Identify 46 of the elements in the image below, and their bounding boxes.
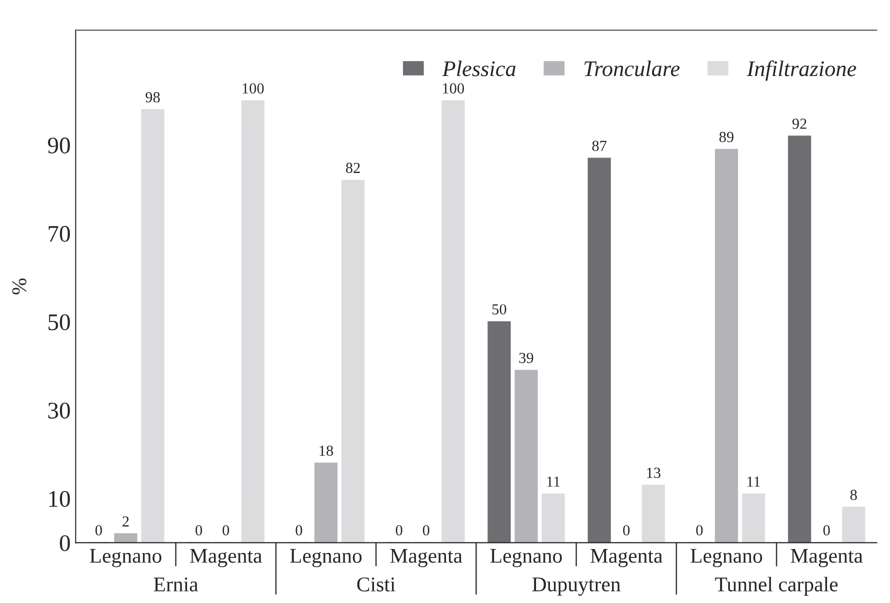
x-tick-label: Magenta: [790, 549, 863, 568]
data-label: 0: [823, 525, 830, 536]
data-label: 92: [792, 118, 806, 129]
data-label: 13: [647, 468, 660, 478]
data-label: 0: [696, 525, 703, 536]
y-axis-title: %: [12, 278, 26, 294]
data-label: 100: [242, 83, 264, 94]
y-tick-label: 50: [48, 314, 70, 330]
data-label: 0: [422, 525, 430, 536]
data-label: 87: [592, 140, 607, 152]
y-tick-label: 10: [49, 491, 70, 507]
x-tick-label: Magenta: [390, 549, 462, 568]
text: Dupuytren: [532, 578, 621, 596]
data-label: 0: [296, 525, 302, 536]
data-label: 100: [443, 83, 464, 94]
data-label: 39: [519, 352, 534, 364]
data-label: 0: [95, 525, 102, 536]
y-tick-label: 30: [48, 402, 70, 419]
x-tick-label: Legnano: [290, 549, 362, 568]
x-tick-label: Magenta: [590, 549, 662, 568]
data-label: 0: [623, 525, 630, 536]
legend-label: Tronculare: [584, 60, 680, 76]
legend-label: Plessica: [442, 60, 516, 76]
data-label: 8: [850, 490, 857, 500]
data-label: 0: [222, 525, 230, 536]
y-tick-label: 0: [60, 535, 70, 552]
data-label: 89: [719, 132, 734, 142]
data-label: 82: [346, 162, 360, 174]
data-label: 98: [146, 92, 160, 102]
data-label: 50: [492, 304, 506, 315]
data-label: 0: [396, 525, 402, 536]
text: Cisti: [357, 577, 396, 592]
x-tick-label: Legnano: [490, 549, 562, 568]
data-label: 0: [196, 525, 202, 536]
x-tick-label: Legnano: [690, 549, 762, 568]
data-label: 2: [122, 516, 129, 526]
y-tick-label: 70: [48, 226, 70, 242]
data-label: 18: [320, 446, 334, 456]
text: Ernia: [154, 577, 198, 592]
legend-label: Infiltrazione: [746, 60, 856, 81]
text: Tunnel carpale: [715, 576, 838, 596]
x-tick-label: Legnano: [90, 549, 162, 568]
data-label: 11: [547, 476, 560, 487]
data-label: 11: [747, 476, 760, 487]
y-tick-label: 90: [48, 138, 70, 154]
x-tick-label: Magenta: [190, 549, 262, 568]
